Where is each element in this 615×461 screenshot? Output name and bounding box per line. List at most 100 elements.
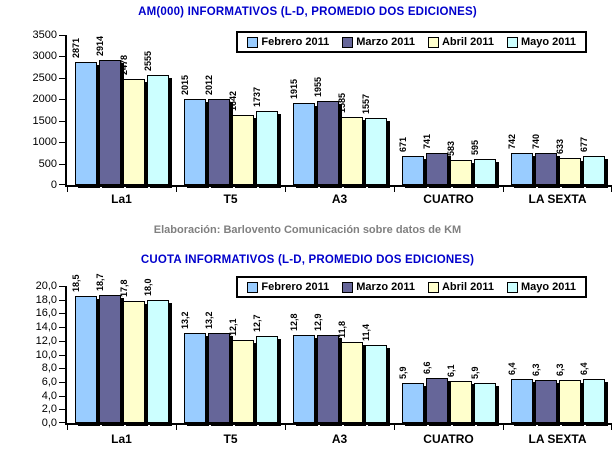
y-axis-tick-label: 20,0 <box>35 280 57 292</box>
y-axis-tick <box>59 382 65 383</box>
y-axis-tick-label: 12,0 <box>35 335 57 347</box>
bar-value-label: 633 <box>555 138 565 154</box>
bar-value-label: 6,6 <box>422 361 432 374</box>
bar-value-label: 18,0 <box>143 278 153 296</box>
y-axis-tick-label: 0,0 <box>41 417 57 429</box>
bar-value-label: 13,2 <box>204 311 214 329</box>
y-axis-tick-label: 18,0 <box>35 294 57 306</box>
bar-series3-la1 <box>147 300 169 423</box>
bar-series1-la1 <box>99 60 121 185</box>
legend-label: Febrero 2011 <box>261 36 330 48</box>
bar-series3-cuatro <box>474 159 496 185</box>
x-axis-tick <box>503 425 504 430</box>
source-caption: Elaboración: Barlovento Comunicación sob… <box>153 224 462 236</box>
y-axis-tick <box>59 78 65 79</box>
y-axis-tick <box>59 313 65 314</box>
bar-series1-a3 <box>317 335 339 423</box>
bar-series0-t5 <box>184 333 206 423</box>
chart-cuota-informativos: CUOTA INFORMATIVOS (L-D, PROMEDIO DOS ED… <box>0 246 615 461</box>
bar-series1-t5 <box>208 99 230 185</box>
bar-series0-la-sexta <box>511 153 533 185</box>
bar-value-label: 742 <box>507 133 517 149</box>
y-axis-tick-label: 2500 <box>32 72 57 84</box>
y-axis-tick-label: 8,0 <box>41 362 57 374</box>
y-axis-tick <box>59 99 65 100</box>
bar-series2-cuatro <box>450 381 472 423</box>
chart-am-informativos: AM(000) INFORMATIVOS (L-D, PROMEDIO DOS … <box>0 0 615 215</box>
bar-value-label: 677 <box>579 136 589 152</box>
bar-value-label: 6,3 <box>531 363 541 376</box>
bar-value-label: 17,8 <box>119 279 129 297</box>
x-axis-tick <box>394 187 395 192</box>
bar-value-label: 2015 <box>180 74 190 95</box>
y-axis-tick-label: 4,0 <box>41 390 57 402</box>
bar-series0-a3 <box>293 335 315 423</box>
x-axis-tick <box>176 187 177 192</box>
category-label-cuatro: CUATRO <box>423 192 474 206</box>
legend-label: Mayo 2011 <box>520 36 576 48</box>
category-label-la-sexta: LA SEXTA <box>528 192 587 206</box>
bar-series2-a3 <box>341 117 363 185</box>
legend-label: Marzo 2011 <box>356 281 415 293</box>
x-axis-tick <box>285 425 286 430</box>
y-axis-tick <box>59 286 65 287</box>
bar-series3-la-sexta <box>583 156 605 185</box>
bar-series2-cuatro <box>450 160 472 185</box>
bar-value-label: 12,7 <box>252 314 262 332</box>
x-axis-tick <box>67 187 68 192</box>
legend-color-swatch <box>247 36 259 48</box>
legend-item: Mayo 2011 <box>506 36 576 48</box>
y-axis-tick <box>59 341 65 342</box>
bar-series3-t5 <box>256 111 278 185</box>
legend-color-swatch <box>506 281 518 293</box>
x-axis-tick <box>176 425 177 430</box>
bar-series1-la-sexta <box>535 380 557 423</box>
x-axis-tick <box>67 425 68 430</box>
bar-series3-la-sexta <box>583 379 605 423</box>
bar-value-label: 2478 <box>119 54 129 75</box>
legend-item: Febrero 2011 <box>247 36 329 48</box>
bar-series3-cuatro <box>474 383 496 423</box>
y-axis-tick-label: 10,0 <box>35 349 57 361</box>
bar-series3-a3 <box>365 345 387 423</box>
legend-label: Febrero 2011 <box>261 281 330 293</box>
bar-value-label: 6,1 <box>446 364 456 377</box>
x-axis-tick <box>394 425 395 430</box>
legend-color-swatch <box>247 281 259 293</box>
y-axis-tick <box>59 327 65 328</box>
bar-series2-t5 <box>232 340 254 423</box>
bar-value-label: 6,4 <box>579 362 589 375</box>
legend-item: Abril 2011 <box>427 36 494 48</box>
legend-color-swatch <box>342 36 354 48</box>
bar-value-label: 12,9 <box>313 313 323 331</box>
y-axis-tick <box>59 56 65 57</box>
legend-cuota: Febrero 2011 Marzo 2011 Abril 2011 Mayo 201… <box>236 276 587 298</box>
bar-value-label: 5,9 <box>470 366 480 379</box>
bar-series1-cuatro <box>426 378 448 423</box>
bar-value-label: 2555 <box>143 50 153 71</box>
bar-value-label: 18,7 <box>95 273 105 291</box>
bar-value-label: 1955 <box>313 76 323 97</box>
x-axis-tick <box>503 187 504 192</box>
bar-value-label: 12,8 <box>289 313 299 331</box>
category-label-cuatro: CUATRO <box>423 432 474 446</box>
chart-title-cuota: CUOTA INFORMATIVOS (L-D, PROMEDIO DOS ED… <box>140 254 475 266</box>
bar-value-label: 1737 <box>252 86 262 107</box>
y-axis-tick-label: 2000 <box>32 93 57 105</box>
bar-series0-t5 <box>184 99 206 185</box>
y-axis-tick-label: 14,0 <box>35 321 57 333</box>
category-axis-am: La1 T5 A3 CUATRO LA SEXTA <box>67 192 612 206</box>
bar-value-label: 2012 <box>204 74 214 95</box>
legend-label: Marzo 2011 <box>356 36 415 48</box>
legend-item: Marzo 2011 <box>342 36 415 48</box>
y-axis-tick-label: 0 <box>50 179 57 191</box>
category-label-a3: A3 <box>331 432 348 446</box>
bar-series0-la1 <box>75 296 97 423</box>
bar-value-label: 2914 <box>95 35 105 56</box>
bar-value-label: 1642 <box>228 90 238 111</box>
bar-value-label: 12,1 <box>228 318 238 336</box>
bar-value-label: 11,8 <box>337 320 347 338</box>
y-axis-tick <box>59 422 65 423</box>
bar-value-label: 6,4 <box>507 362 517 375</box>
legend-color-swatch <box>427 281 439 293</box>
